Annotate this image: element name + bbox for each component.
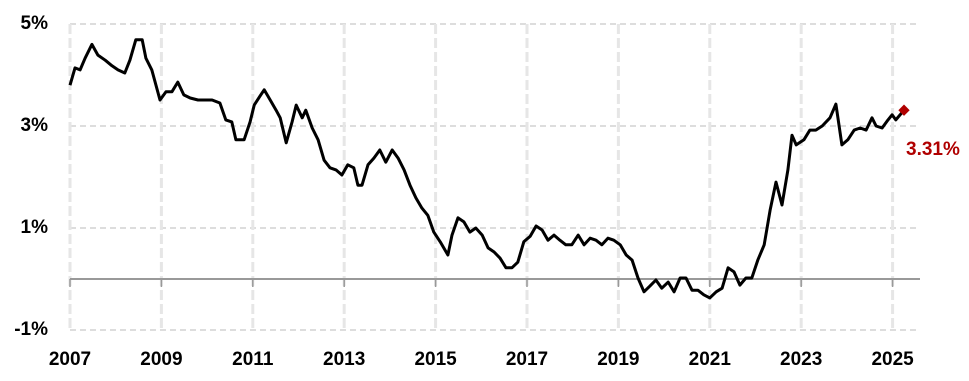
x-tick-label: 2023: [780, 349, 822, 370]
y-tick-label: 5%: [21, 13, 49, 34]
x-tick-label: 2017: [506, 349, 548, 370]
y-tick-label: -1%: [14, 319, 48, 340]
x-tick-label: 2007: [49, 349, 91, 370]
x-tick-label: 2011: [232, 349, 274, 370]
x-tick-label: 2019: [597, 349, 639, 370]
line: [68, 38, 906, 300]
x-tick-label: 2021: [689, 349, 732, 370]
end-label: 3.31%: [906, 139, 960, 160]
y-tick-label: 1%: [21, 217, 49, 238]
x-tick-label: 2013: [323, 349, 365, 370]
x-tick-label: 2015: [414, 349, 457, 370]
x-tick-label: 2025: [871, 349, 914, 370]
y-tick-label: 3%: [21, 115, 49, 136]
x-tick-label: 2009: [140, 349, 182, 370]
